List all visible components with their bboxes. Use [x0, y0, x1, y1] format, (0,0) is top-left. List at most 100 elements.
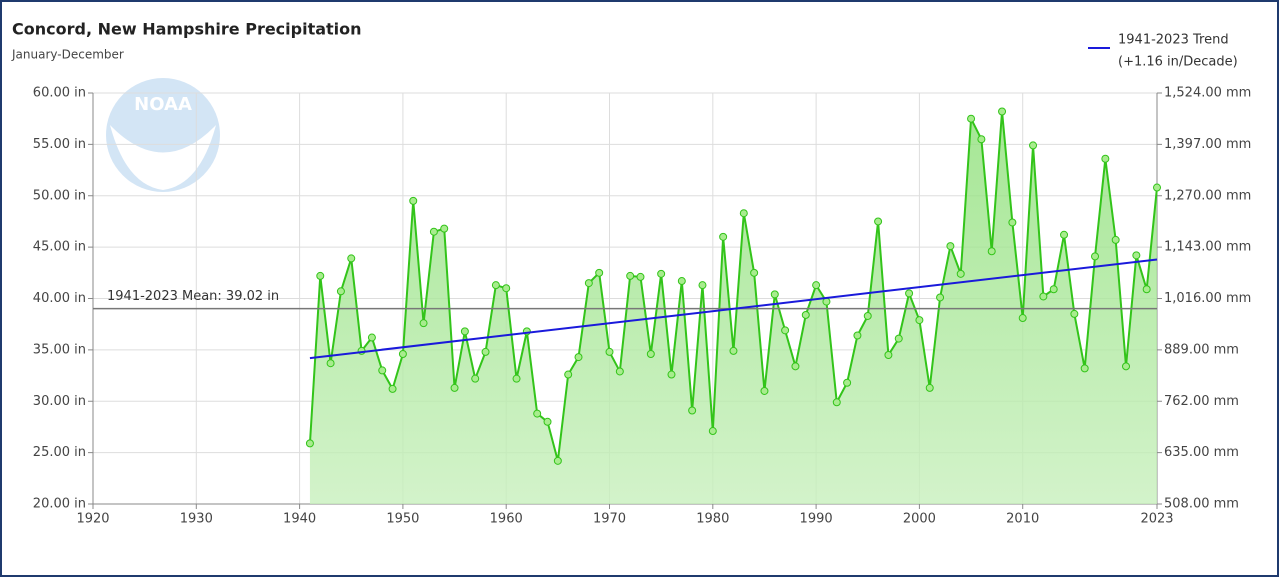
- point: [832, 398, 841, 407]
- y2-tick-label: 762.00 mm: [1164, 394, 1239, 409]
- point: [1008, 218, 1017, 227]
- y2-tick-label: 635.00 mm: [1164, 445, 1239, 460]
- point: [688, 406, 697, 415]
- x-tick-label: 2010: [1006, 512, 1039, 527]
- point: [367, 333, 376, 342]
- y-tick-label: 30.00 in: [33, 394, 86, 409]
- point: [1018, 314, 1027, 323]
- point: [1070, 309, 1079, 318]
- chart-title: Concord, New Hampshire Precipitation: [12, 20, 362, 39]
- point: [667, 370, 676, 379]
- point: [440, 224, 449, 233]
- point: [543, 417, 552, 426]
- y2-tick-label: 1,270.00 mm: [1164, 188, 1251, 203]
- x-tick-label: 1990: [800, 512, 833, 527]
- point: [770, 290, 779, 299]
- x-tick-label: 1940: [283, 512, 316, 527]
- point: [987, 247, 996, 256]
- x-tick-label: 1960: [490, 512, 523, 527]
- svg-text:NOAA: NOAA: [134, 94, 192, 115]
- x-tick-label: 1980: [696, 512, 729, 527]
- point: [1122, 362, 1131, 371]
- point: [378, 366, 387, 375]
- point: [1080, 364, 1089, 373]
- point: [326, 359, 335, 368]
- y2-tick-label: 1,524.00 mm: [1164, 86, 1251, 101]
- mean-label: 1941-2023 Mean: 39.02 in: [107, 289, 279, 304]
- point: [471, 374, 480, 383]
- point: [698, 281, 707, 290]
- point: [657, 269, 666, 278]
- point: [1060, 230, 1069, 239]
- point: [1142, 285, 1151, 294]
- point: [1111, 235, 1120, 244]
- x-tick-label: 1950: [386, 512, 419, 527]
- point: [1132, 251, 1141, 260]
- x-tick-label: 2000: [903, 512, 936, 527]
- chart-subtitle: January-December: [11, 48, 124, 62]
- point: [998, 107, 1007, 116]
- point: [905, 289, 914, 298]
- point: [553, 456, 562, 465]
- point: [460, 327, 469, 336]
- point: [1039, 292, 1048, 301]
- point: [915, 316, 924, 325]
- point: [936, 293, 945, 302]
- point: [491, 281, 500, 290]
- point: [533, 409, 542, 418]
- point: [336, 287, 345, 296]
- y2-tick-label: 1,397.00 mm: [1164, 137, 1251, 152]
- point: [812, 281, 821, 290]
- x-tick-label: 1930: [180, 512, 213, 527]
- point: [946, 242, 955, 251]
- point: [874, 217, 883, 226]
- area: [309, 111, 1158, 505]
- x-tick-label: 1970: [593, 512, 626, 527]
- y2-tick-label: 508.00 mm: [1164, 497, 1239, 512]
- point: [347, 254, 356, 263]
- point: [305, 439, 314, 448]
- point: [925, 383, 934, 392]
- point: [863, 311, 872, 320]
- point: [584, 279, 593, 288]
- point: [760, 386, 769, 395]
- point: [677, 277, 686, 286]
- y2-tick-label: 1,016.00 mm: [1164, 291, 1251, 306]
- point: [398, 349, 407, 358]
- point: [481, 347, 490, 356]
- point: [884, 351, 893, 360]
- y2-tick-label: 889.00 mm: [1164, 342, 1239, 357]
- x-tick-label: 2023: [1140, 512, 1173, 527]
- point: [450, 383, 459, 392]
- noaa-logo: NOAA: [106, 78, 220, 192]
- point: [853, 331, 862, 340]
- y-tick-label: 35.00 in: [33, 342, 86, 357]
- legend-sublabel: (+1.16 in/Decade): [1118, 55, 1238, 70]
- point: [977, 135, 986, 144]
- point: [1101, 154, 1110, 163]
- point: [574, 353, 583, 362]
- point: [646, 349, 655, 358]
- point: [595, 268, 604, 277]
- point: [512, 374, 521, 383]
- point: [729, 346, 738, 355]
- x-tick-label: 1920: [76, 512, 109, 527]
- point: [615, 367, 624, 376]
- point: [801, 310, 810, 319]
- point: [564, 370, 573, 379]
- point: [967, 114, 976, 123]
- trend-line: [309, 258, 1158, 360]
- point: [626, 271, 635, 280]
- point: [708, 427, 717, 436]
- point: [409, 196, 418, 205]
- point: [1049, 285, 1058, 294]
- point: [605, 347, 614, 356]
- y-tick-label: 55.00 in: [33, 137, 86, 152]
- point: [388, 384, 397, 393]
- point: [739, 209, 748, 218]
- point: [419, 319, 428, 328]
- y-tick-label: 50.00 in: [33, 188, 86, 203]
- point: [843, 378, 852, 387]
